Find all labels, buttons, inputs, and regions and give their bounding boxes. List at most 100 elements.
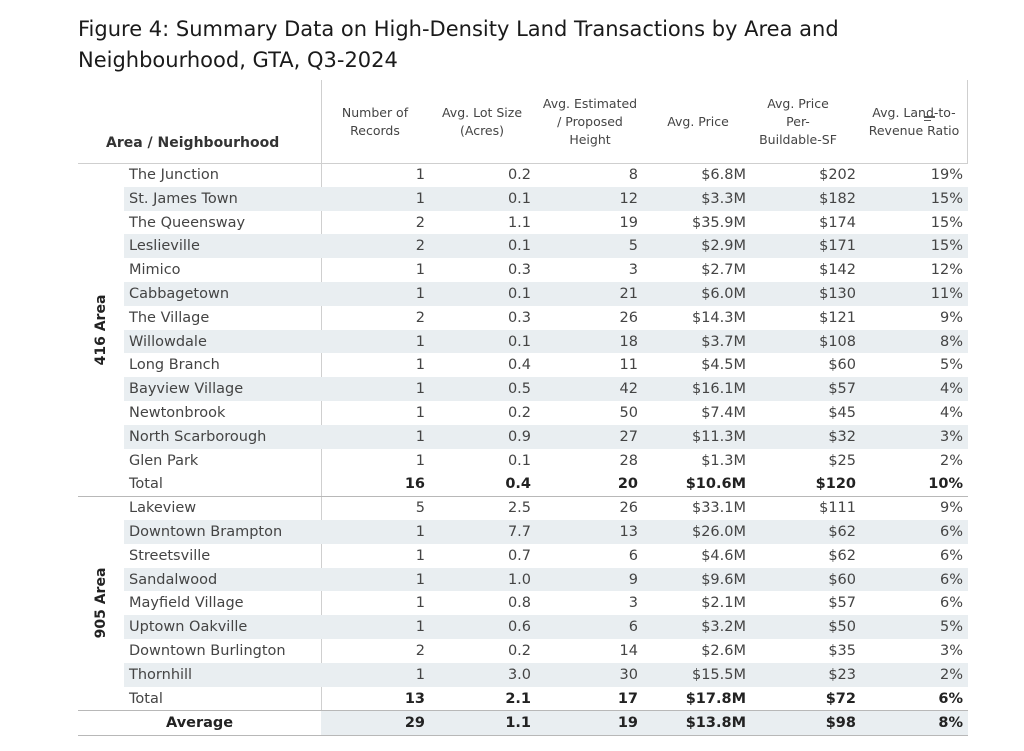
table-cell: $35.9M bbox=[691, 214, 746, 231]
table-cell: 1 bbox=[415, 405, 425, 421]
table-cell: $62 bbox=[828, 524, 856, 540]
neighbourhood-name: Willowdale bbox=[129, 333, 207, 350]
neighbourhood-name: Newtonbrook bbox=[129, 405, 226, 421]
table-cell: 7.7 bbox=[507, 524, 531, 540]
neighbourhood-name: Downtown Brampton bbox=[129, 524, 283, 540]
table-cell: $4.6M bbox=[701, 547, 746, 564]
table-cell: 6% bbox=[939, 547, 963, 564]
table-cell: 9% bbox=[939, 500, 963, 517]
column-header-line: Avg. Lot Size bbox=[441, 104, 523, 120]
total-row: Total 16 0.4 20 $10.6M $120 10% bbox=[124, 472, 968, 496]
table-cell: 3.0 bbox=[507, 666, 531, 683]
table-cell: 1 bbox=[415, 666, 425, 683]
table-cell: $57 bbox=[828, 381, 856, 398]
table-cell: 2 bbox=[415, 238, 425, 255]
table-row: Willowdale 1 0.1 18 $3.7M $108 8% bbox=[124, 329, 968, 354]
table-cell: 19% bbox=[930, 167, 963, 183]
table-cell: 28 bbox=[619, 452, 638, 469]
table-cell: 1 bbox=[415, 286, 425, 302]
table-row: Downtown Burlington 2 0.2 14 $2.6M $35 3% bbox=[124, 639, 968, 663]
table-cell: 26 bbox=[619, 309, 638, 326]
table-cell: 11 bbox=[619, 357, 638, 374]
table-cell: $2.1M bbox=[701, 595, 746, 612]
table-row: Streetsville 1 0.7 6 $4.6M $62 6% bbox=[124, 544, 968, 568]
table-cell: 3 bbox=[628, 595, 638, 612]
table-cell: 1 bbox=[415, 190, 425, 207]
table-cell: $2.9M bbox=[701, 238, 746, 255]
neighbourhood-name: Cabbagetown bbox=[129, 286, 230, 302]
column-header: Avg. Price Per- Buildable-SF bbox=[756, 80, 840, 163]
table-cell: 6% bbox=[938, 690, 963, 707]
table-cell: 12% bbox=[930, 262, 963, 279]
table-cell: 1 bbox=[415, 333, 425, 350]
table-cell: 0.7 bbox=[507, 547, 531, 564]
table-cell: $25 bbox=[828, 452, 856, 469]
table-row: Mayfield Village 1 0.8 3 $2.1M $57 6% bbox=[124, 591, 968, 615]
table-cell: 27 bbox=[619, 428, 638, 445]
group-separator bbox=[78, 710, 968, 712]
neighbourhood-name: Uptown Oakville bbox=[129, 619, 248, 636]
table-cell: 9 bbox=[628, 571, 638, 588]
table-cell: 2 bbox=[415, 214, 425, 231]
table-cell: $1.3M bbox=[701, 452, 746, 469]
table-cell: 5 bbox=[628, 238, 638, 255]
table-cell: 5% bbox=[939, 357, 963, 374]
area-group-label: 416 Area bbox=[93, 294, 109, 365]
table-cell: $4.5M bbox=[701, 357, 746, 374]
column-divider bbox=[321, 80, 322, 730]
table-cell: 1.1 bbox=[507, 214, 531, 231]
column-header-line: Avg. Estimated bbox=[542, 95, 638, 111]
table-cell: 9% bbox=[939, 309, 963, 326]
table-cell: 0.4 bbox=[505, 476, 531, 493]
table-row: Downtown Brampton 1 7.7 13 $26.0M $62 6% bbox=[124, 520, 968, 544]
neighbourhood-name: Mayfield Village bbox=[129, 595, 244, 612]
sort-icon[interactable] bbox=[924, 116, 935, 125]
table-cell: $202 bbox=[819, 167, 856, 183]
table-row: Thornhill 1 3.0 30 $15.5M $23 2% bbox=[124, 662, 968, 687]
table-cell: 1 bbox=[415, 381, 425, 398]
average-cell: 8% bbox=[938, 715, 963, 731]
table-cell: 26 bbox=[619, 500, 638, 517]
table-row: Cabbagetown 1 0.1 21 $6.0M $130 11% bbox=[124, 282, 968, 306]
table-cell: 1 bbox=[415, 571, 425, 588]
table-cell: $171 bbox=[819, 238, 856, 255]
average-cell: 19 bbox=[617, 715, 638, 731]
table-cell: 0.3 bbox=[507, 262, 531, 279]
column-header-line: / Proposed bbox=[557, 113, 623, 129]
table-cell: $17.8M bbox=[685, 690, 746, 707]
table-cell: 0.2 bbox=[507, 167, 531, 183]
table-cell: $16.1M bbox=[691, 381, 746, 398]
table-cell: 42 bbox=[619, 381, 638, 398]
neighbourhood-name: The Queensway bbox=[129, 214, 246, 231]
table-row: The Village 2 0.3 26 $14.3M $121 9% bbox=[124, 306, 968, 330]
table-cell: 12 bbox=[619, 190, 638, 207]
column-header-line: Buildable-SF bbox=[759, 131, 837, 147]
table-cell: 1 bbox=[415, 595, 425, 612]
table-cell: $121 bbox=[819, 309, 856, 326]
column-header-line: Avg. Land-to- bbox=[872, 104, 956, 120]
table-cell: $33.1M bbox=[691, 500, 746, 517]
table-cell: 0.1 bbox=[507, 238, 531, 255]
table-cell: 1 bbox=[415, 262, 425, 279]
average-cell: $98 bbox=[825, 715, 856, 731]
table-cell: 1 bbox=[415, 428, 425, 445]
column-header-line: Revenue Ratio bbox=[868, 122, 960, 138]
neighbourhood-name: Lakeview bbox=[129, 500, 197, 517]
table-cell: 3% bbox=[939, 643, 963, 659]
neighbourhood-name: Long Branch bbox=[129, 357, 220, 374]
table-cell: 0.8 bbox=[507, 595, 531, 612]
column-header-line: Avg. Price bbox=[667, 113, 729, 129]
neighbourhood-name: St. James Town bbox=[129, 190, 238, 207]
table-cell: $3.7M bbox=[701, 333, 746, 350]
table-cell: 18 bbox=[619, 333, 638, 350]
table-header: Area / Neighbourhood Number of Records Avg… bbox=[78, 80, 968, 163]
table-cell: 2 bbox=[415, 309, 425, 326]
table-row: Leslieville 2 0.1 5 $2.9M $171 15% bbox=[124, 234, 968, 259]
column-header-line: Number of bbox=[341, 104, 409, 120]
table-cell: 0.1 bbox=[507, 333, 531, 350]
table-cell: $15.5M bbox=[691, 666, 746, 683]
table-cell: $130 bbox=[819, 286, 856, 302]
table-cell: 10% bbox=[928, 476, 963, 493]
table-cell: 15% bbox=[930, 214, 963, 231]
table-row: Newtonbrook 1 0.2 50 $7.4M $45 4% bbox=[124, 401, 968, 425]
